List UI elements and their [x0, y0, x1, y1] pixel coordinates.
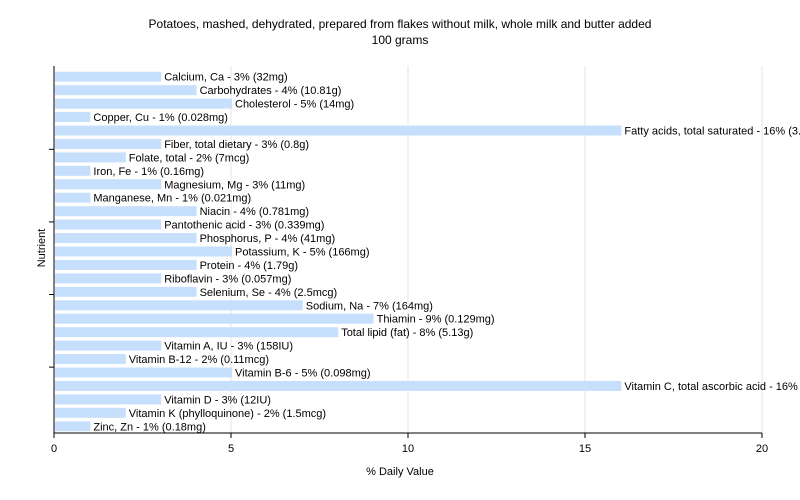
bar [55, 85, 197, 96]
bar [55, 327, 339, 338]
bar-label: Selenium, Se - 4% (2.5mcg) [200, 287, 338, 299]
bar [55, 354, 126, 365]
bar [55, 206, 197, 217]
bar [55, 313, 374, 324]
axes: 0 5 10 15 20 [49, 66, 768, 455]
bar [55, 380, 622, 391]
bar [55, 165, 91, 176]
x-axis-label: % Daily Value [366, 466, 434, 478]
x-tick-label: 0 [51, 443, 57, 455]
bar [55, 138, 162, 149]
bar-label: Protein - 4% (1.79g) [200, 260, 298, 272]
bar-label: Vitamin D - 3% (12IU) [164, 394, 271, 406]
bar-label: Thiamin - 9% (0.129mg) [377, 314, 495, 326]
bar [55, 300, 303, 311]
bar-label: Zinc, Zn - 1% (0.18mg) [93, 421, 205, 433]
bar-label: Copper, Cu - 1% (0.028mg) [93, 112, 228, 124]
bar-label: Potassium, K - 5% (166mg) [235, 247, 370, 259]
bar-label: Iron, Fe - 1% (0.16mg) [93, 166, 204, 178]
bar-label: Vitamin C, total ascorbic acid - 16% (9.… [624, 381, 800, 393]
chart-subtitle: 100 grams [371, 33, 429, 47]
bar-label: Phosphorus, P - 4% (41mg) [200, 233, 336, 245]
bar-label: Total lipid (fat) - 8% (5.13g) [341, 327, 473, 339]
bar [55, 192, 91, 203]
bar [55, 152, 126, 163]
bar-label: Niacin - 4% (0.781mg) [200, 206, 309, 218]
bar [55, 246, 232, 257]
bar [55, 219, 162, 230]
bar [55, 71, 162, 82]
bar-label: Manganese, Mn - 1% (0.021mg) [93, 193, 251, 205]
bar [55, 259, 197, 270]
bar-label: Vitamin A, IU - 3% (158IU) [164, 341, 293, 353]
bar-label: Vitamin B-12 - 2% (0.11mcg) [129, 354, 269, 366]
bar [55, 98, 232, 109]
x-tick-label: 20 [756, 443, 768, 455]
bar [55, 179, 162, 190]
y-axis-label: Nutrient [36, 228, 48, 268]
x-tick-label: 10 [402, 443, 414, 455]
bar [55, 394, 162, 405]
bar-label: Fiber, total dietary - 3% (0.8g) [164, 139, 309, 151]
bar-label: Vitamin B-6 - 5% (0.098mg) [235, 368, 371, 380]
bar-label: Cholesterol - 5% (14mg) [235, 99, 354, 111]
bar [55, 421, 91, 432]
bar-label: Vitamin K (phylloquinone) - 2% (1.5mcg) [129, 408, 326, 420]
chart-title-text: Potatoes, mashed, dehydrated, prepared f… [148, 17, 652, 31]
bar-label: Calcium, Ca - 3% (32mg) [164, 72, 287, 84]
bar [55, 286, 197, 297]
bar [55, 125, 622, 136]
chart-title: Potatoes, mashed, dehydrated, prepared f… [0, 16, 800, 48]
bars: Calcium, Ca - 3% (32mg)Carbohydrates - 4… [55, 71, 800, 433]
bar-label: Carbohydrates - 4% (10.81g) [200, 85, 342, 97]
x-tick-label: 15 [579, 443, 591, 455]
bar-label: Folate, total - 2% (7mcg) [129, 152, 249, 164]
x-tick-label: 5 [228, 443, 234, 455]
bar-label: Magnesium, Mg - 3% (11mg) [164, 179, 305, 191]
bar-label: Riboflavin - 3% (0.057mg) [164, 273, 291, 285]
bar [55, 273, 162, 284]
bar [55, 112, 91, 123]
bar-label: Sodium, Na - 7% (164mg) [306, 300, 433, 312]
bar [55, 407, 126, 418]
bar [55, 367, 232, 378]
bar [55, 233, 197, 244]
bar [55, 340, 162, 351]
bar-label: Pantothenic acid - 3% (0.339mg) [164, 220, 324, 232]
bar-label: Fatty acids, total saturated - 16% (3.19… [624, 126, 800, 138]
